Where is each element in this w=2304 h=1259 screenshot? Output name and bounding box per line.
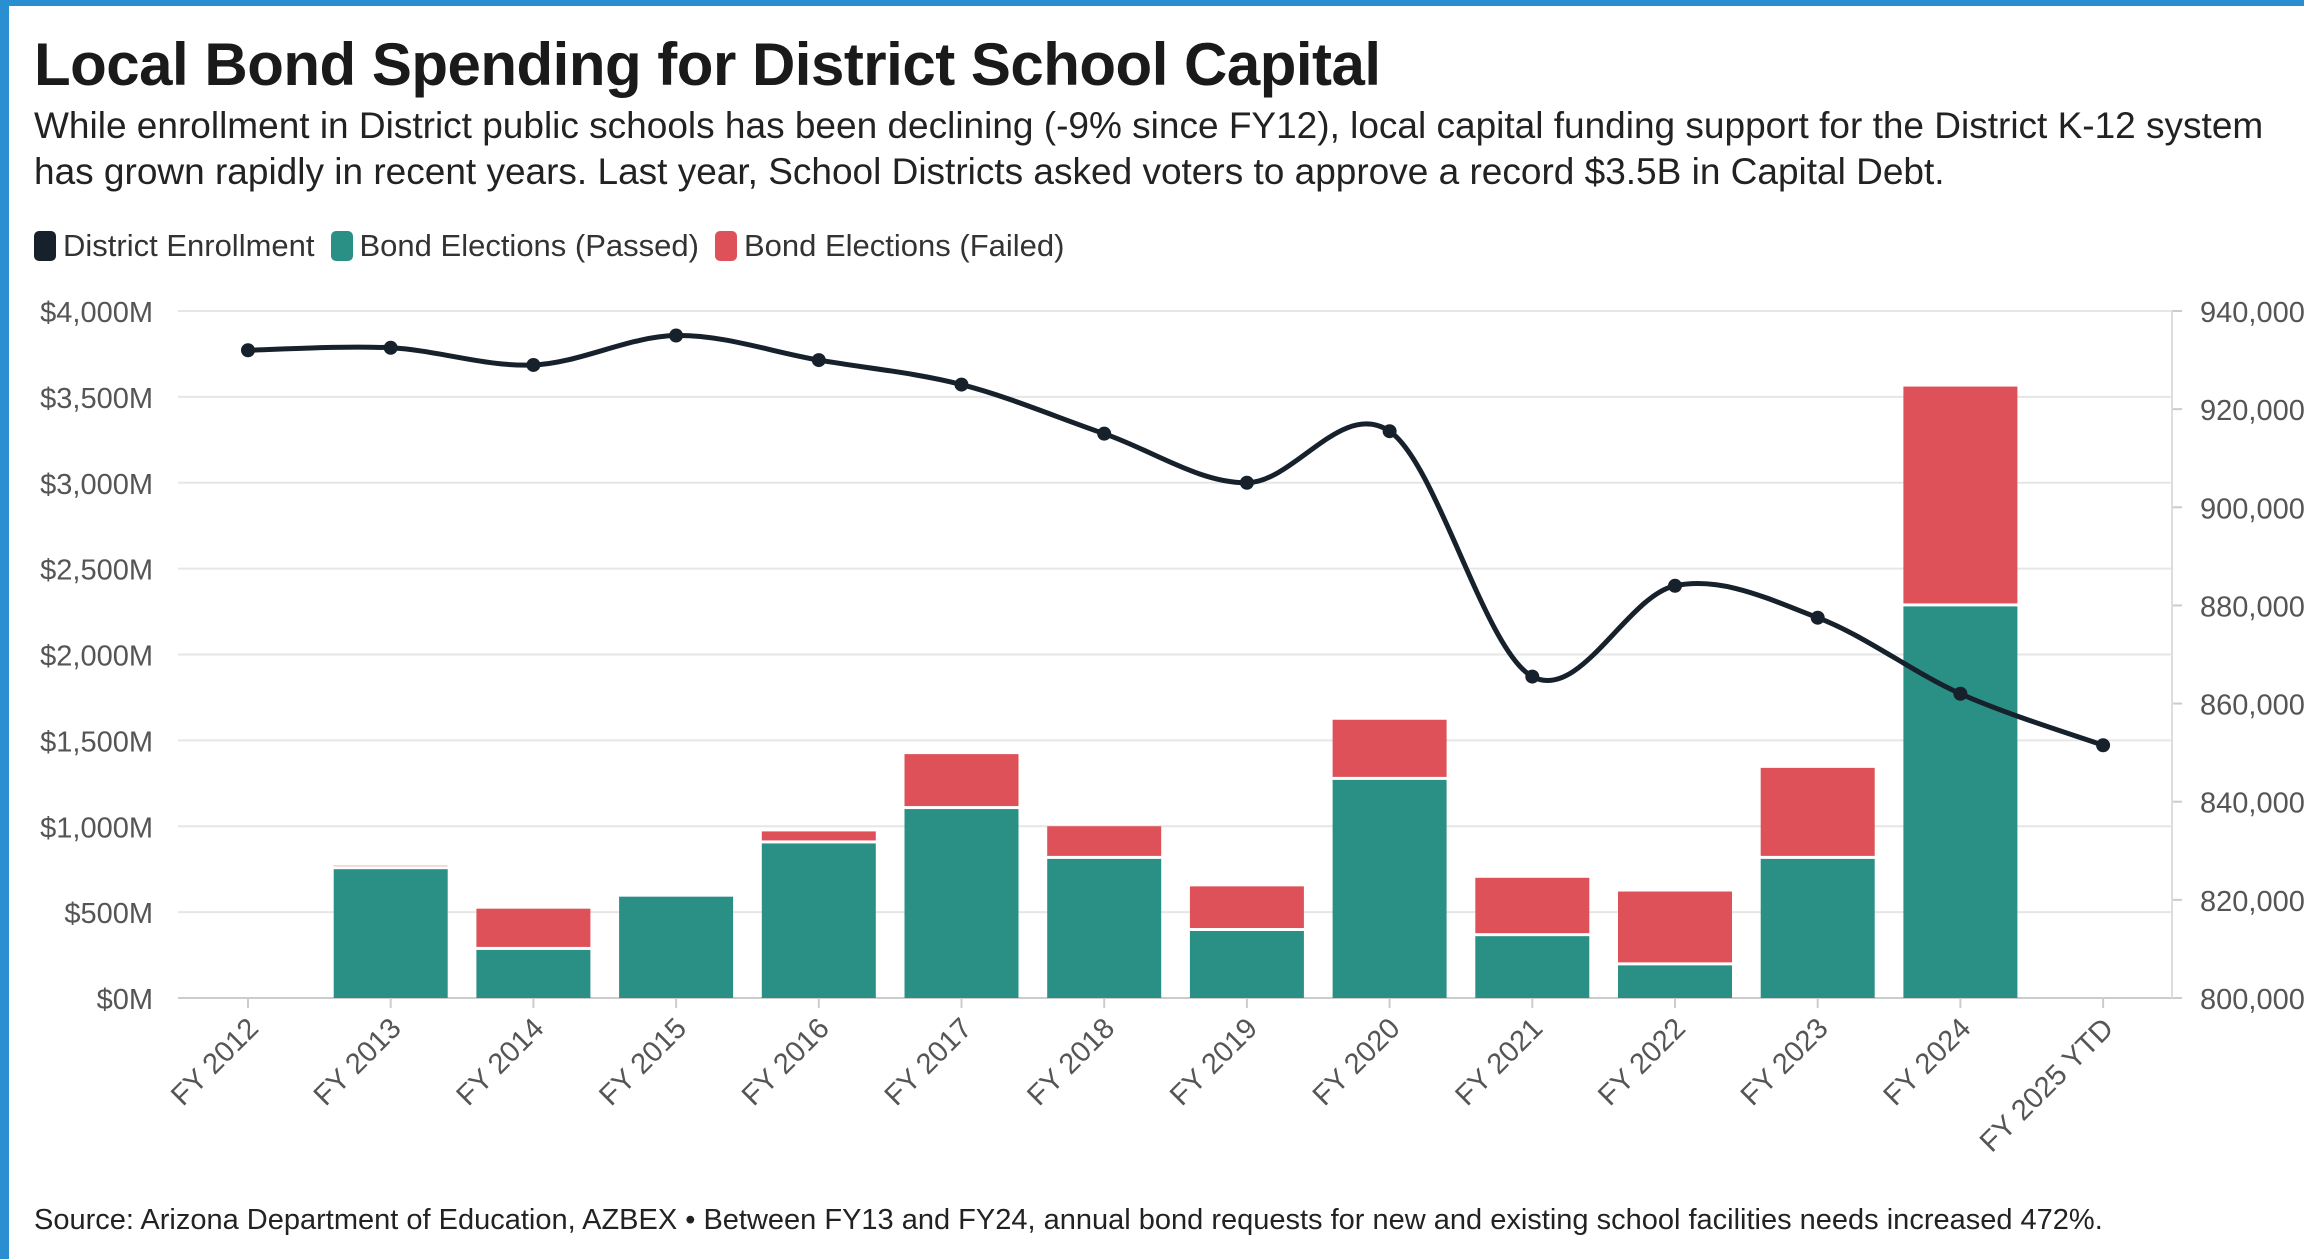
chart-title: Local Bond Spending for District School …	[34, 31, 1381, 98]
enrollment-point	[1668, 578, 1682, 593]
y-left-tick-label: $500M	[64, 898, 153, 930]
x-tick-label: FY 2013	[308, 1012, 408, 1112]
legend-swatch-enrollment	[34, 231, 56, 261]
enrollment-point	[1953, 686, 1968, 701]
enrollment-point	[1239, 475, 1254, 490]
y-right-tick-label: 900,000	[2200, 493, 2304, 525]
bar-failed	[1332, 719, 1447, 777]
bar-failed	[1047, 826, 1162, 856]
x-tick-label: FY 2015	[593, 1012, 693, 1112]
enrollment-point	[383, 340, 398, 355]
bar-failed	[1618, 891, 1732, 963]
legend-label-enrollment: District Enrollment	[63, 228, 315, 263]
x-tick-label: FY 2020	[1307, 1012, 1407, 1112]
bar-passed	[1189, 931, 1304, 998]
enrollment-point	[2096, 738, 2111, 753]
enrollment-point	[811, 353, 826, 368]
bar-passed	[761, 843, 876, 998]
enrollment-point	[1810, 610, 1825, 625]
x-tick-label: FY 2024	[1878, 1012, 1978, 1112]
frame-left-border	[0, 0, 9, 1259]
bar-passed	[904, 809, 1019, 998]
x-tick-label: FY 2021	[1449, 1012, 1549, 1112]
x-tick-label: FY 2019	[1164, 1012, 1264, 1112]
bar-passed	[1618, 965, 1732, 998]
y-right-tick-label: 820,000	[2200, 886, 2304, 918]
bar-passed	[333, 869, 448, 998]
y-right-tick-label: 920,000	[2200, 395, 2304, 427]
enrollment-point	[1382, 424, 1397, 439]
x-tick-label: FY 2023	[1735, 1012, 1835, 1112]
legend-label-failed: Bond Elections (Failed)	[743, 228, 1065, 263]
bar-failed	[1189, 886, 1304, 929]
enrollment-point	[1525, 669, 1540, 684]
y-left-tick-label: $1,000M	[40, 812, 153, 844]
y-left-tick-label: $2,000M	[40, 641, 153, 673]
y-left-tick-label: $1,500M	[40, 726, 153, 758]
enrollment-point	[669, 328, 684, 343]
enrollment-point	[526, 357, 541, 372]
legend-item-passed[interactable]: Bond Elections (Passed)	[330, 228, 699, 264]
y-right-tick-label: 800,000	[2200, 984, 2304, 1016]
x-tick-label: FY 2014	[451, 1012, 551, 1112]
chart-legend: District Enrollment Bond Elections (Pass…	[34, 227, 1080, 265]
y-right-tick-label: 840,000	[2200, 788, 2304, 820]
bar-failed	[1475, 877, 1590, 934]
y-left-tick-label: $0M	[97, 984, 153, 1016]
source-note: Source: Arizona Department of Education,…	[34, 1204, 2103, 1236]
x-tick-label: FY 2018	[1021, 1012, 1121, 1112]
x-tick-label: FY 2017	[879, 1012, 979, 1112]
y-right-tick-label: 880,000	[2200, 591, 2304, 623]
enrollment-point	[954, 377, 969, 392]
y-left-tick-label: $3,500M	[40, 383, 153, 415]
y-left-tick-label: $2,500M	[40, 555, 153, 587]
legend-item-failed[interactable]: Bond Elections (Failed)	[714, 228, 1065, 264]
enrollment-point	[1097, 426, 1112, 441]
y-left-tick-label: $3,000M	[40, 469, 153, 501]
y-right-tick-label: 860,000	[2200, 690, 2304, 722]
legend-swatch-failed	[714, 231, 737, 261]
bar-passed	[1760, 858, 1875, 998]
bar-failed	[476, 908, 591, 947]
bar-failed	[761, 831, 876, 841]
x-tick-label: FY 2016	[736, 1012, 836, 1112]
bar-passed	[1332, 779, 1447, 998]
bar-passed	[1475, 936, 1590, 998]
y-left-tick-label: $4,000M	[40, 297, 153, 329]
bar-failed	[904, 754, 1019, 807]
bar-failed	[1903, 386, 2018, 604]
x-tick-label: FY 2012	[165, 1012, 265, 1112]
y-right-tick-label: 940,000	[2200, 297, 2304, 329]
enrollment-point	[241, 343, 255, 358]
legend-swatch-passed	[330, 231, 353, 261]
bar-passed	[1047, 858, 1162, 998]
legend-item-enrollment[interactable]: District Enrollment	[34, 228, 315, 264]
chart-subtitle: While enrollment in District public scho…	[34, 105, 2264, 192]
x-tick-label: FY 2025 YTD	[1974, 1012, 2120, 1158]
bar-failed	[1760, 767, 1875, 856]
bar-passed	[1903, 606, 2018, 998]
x-tick-label: FY 2022	[1592, 1012, 1692, 1112]
enrollment-line	[247, 333, 2104, 748]
frame-top-border	[0, 0, 2304, 6]
legend-label-passed: Bond Elections (Passed)	[359, 228, 699, 263]
bar-passed	[476, 949, 591, 998]
bar-passed	[619, 896, 734, 998]
